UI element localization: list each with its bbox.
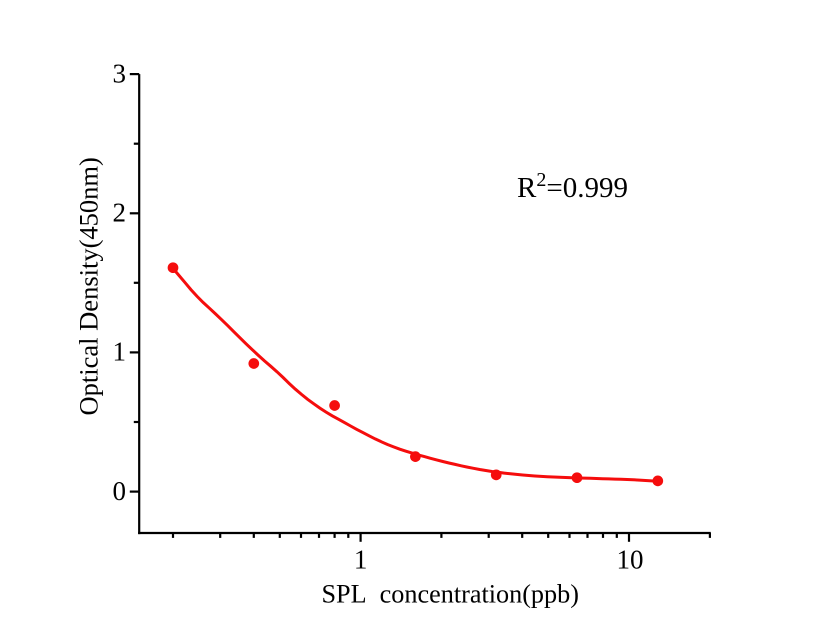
svg-text:SPL concentration(ppb): SPL concentration(ppb): [321, 580, 578, 609]
svg-text:R2=0.999: R2=0.999: [517, 169, 628, 204]
svg-text:1: 1: [113, 337, 127, 367]
svg-text:Optical Density(450nm): Optical Density(450nm): [73, 157, 103, 415]
svg-text:2: 2: [113, 198, 127, 228]
svg-text:0: 0: [113, 476, 127, 506]
svg-text:1: 1: [354, 544, 368, 574]
svg-text:10: 10: [617, 544, 644, 574]
svg-text:3: 3: [113, 58, 127, 88]
